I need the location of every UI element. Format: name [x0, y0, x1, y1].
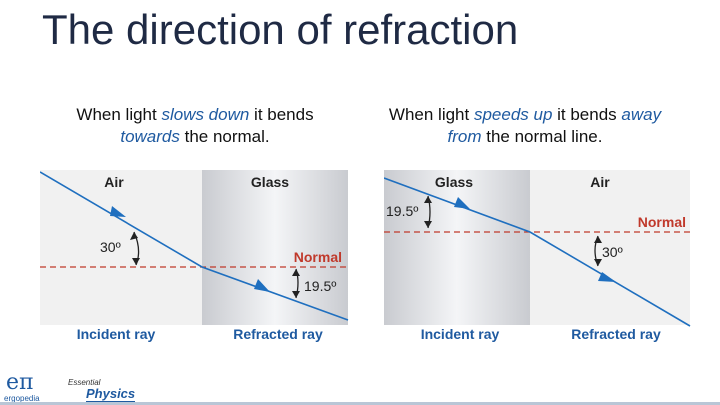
refracted-ray-label: Refracted ray [571, 326, 661, 342]
brand-big: Physics [86, 386, 136, 402]
medium-label-air: Air [104, 174, 124, 190]
ray-arrow [254, 279, 270, 292]
caption-text: it bends [249, 105, 314, 124]
medium-label-glass: Glass [435, 174, 473, 190]
right-caption: When light speeds up it bends away from … [380, 104, 670, 148]
normal-label: Normal [638, 214, 686, 230]
incident-ray-label: Incident ray [421, 326, 500, 342]
caption-text: it bends [552, 105, 622, 124]
angle-label-refracted: 30º [602, 244, 623, 260]
arrowhead [424, 221, 432, 228]
medium-label-air: Air [590, 174, 610, 190]
caption-highlight: speeds up [473, 105, 553, 124]
air-region [40, 170, 202, 325]
medium-label-glass: Glass [251, 174, 289, 190]
essential-physics-logo: Essential Physics [68, 378, 140, 404]
caption-highlight: towards [120, 127, 180, 146]
footer-divider [0, 402, 720, 405]
logo-symbol: eπ [6, 370, 34, 395]
caption-highlight: slows down [161, 105, 250, 124]
angle-label-incident: 30º [100, 239, 121, 255]
arrowhead [132, 258, 140, 265]
light-ray [40, 171, 349, 321]
ergopedia-logo: eπ ergopedia [4, 370, 64, 404]
refraction-diagram-air-to-glass: Air Glass Normal 30º 19.5º Incident ray … [40, 170, 349, 342]
ray-arrow [110, 206, 126, 217]
arrowhead [292, 291, 300, 298]
left-caption: When light slows down it bends towards t… [60, 104, 330, 148]
light-ray [384, 177, 691, 327]
caption-text: When light [76, 105, 162, 124]
caption-text: When light [388, 105, 474, 124]
page-title: The direction of refraction [42, 6, 519, 53]
arrowhead [130, 232, 138, 240]
normal-label: Normal [294, 249, 342, 265]
caption-text: the normal. [179, 127, 270, 146]
logo-name: ergopedia [4, 394, 40, 403]
brand-small: Essential [68, 378, 101, 387]
arrowhead [424, 196, 432, 203]
incident-ray-label: Incident ray [77, 326, 156, 342]
glass-region [202, 170, 348, 325]
refracted-ray-label: Refracted ray [233, 326, 323, 342]
arrowhead [594, 236, 602, 243]
arrowhead [594, 259, 602, 266]
arrowhead [292, 269, 300, 276]
ray-arrow [454, 197, 470, 209]
caption-highlight: away from [447, 105, 662, 146]
ray-arrow [598, 272, 616, 282]
caption-text: the normal line. [481, 127, 603, 146]
glass-region [384, 170, 530, 325]
angle-label-incident: 19.5º [386, 203, 418, 219]
angle-label-refracted: 19.5º [304, 278, 336, 294]
refraction-diagram-glass-to-air: Glass Air Normal 19.5º 30º Incident ray … [384, 170, 691, 342]
